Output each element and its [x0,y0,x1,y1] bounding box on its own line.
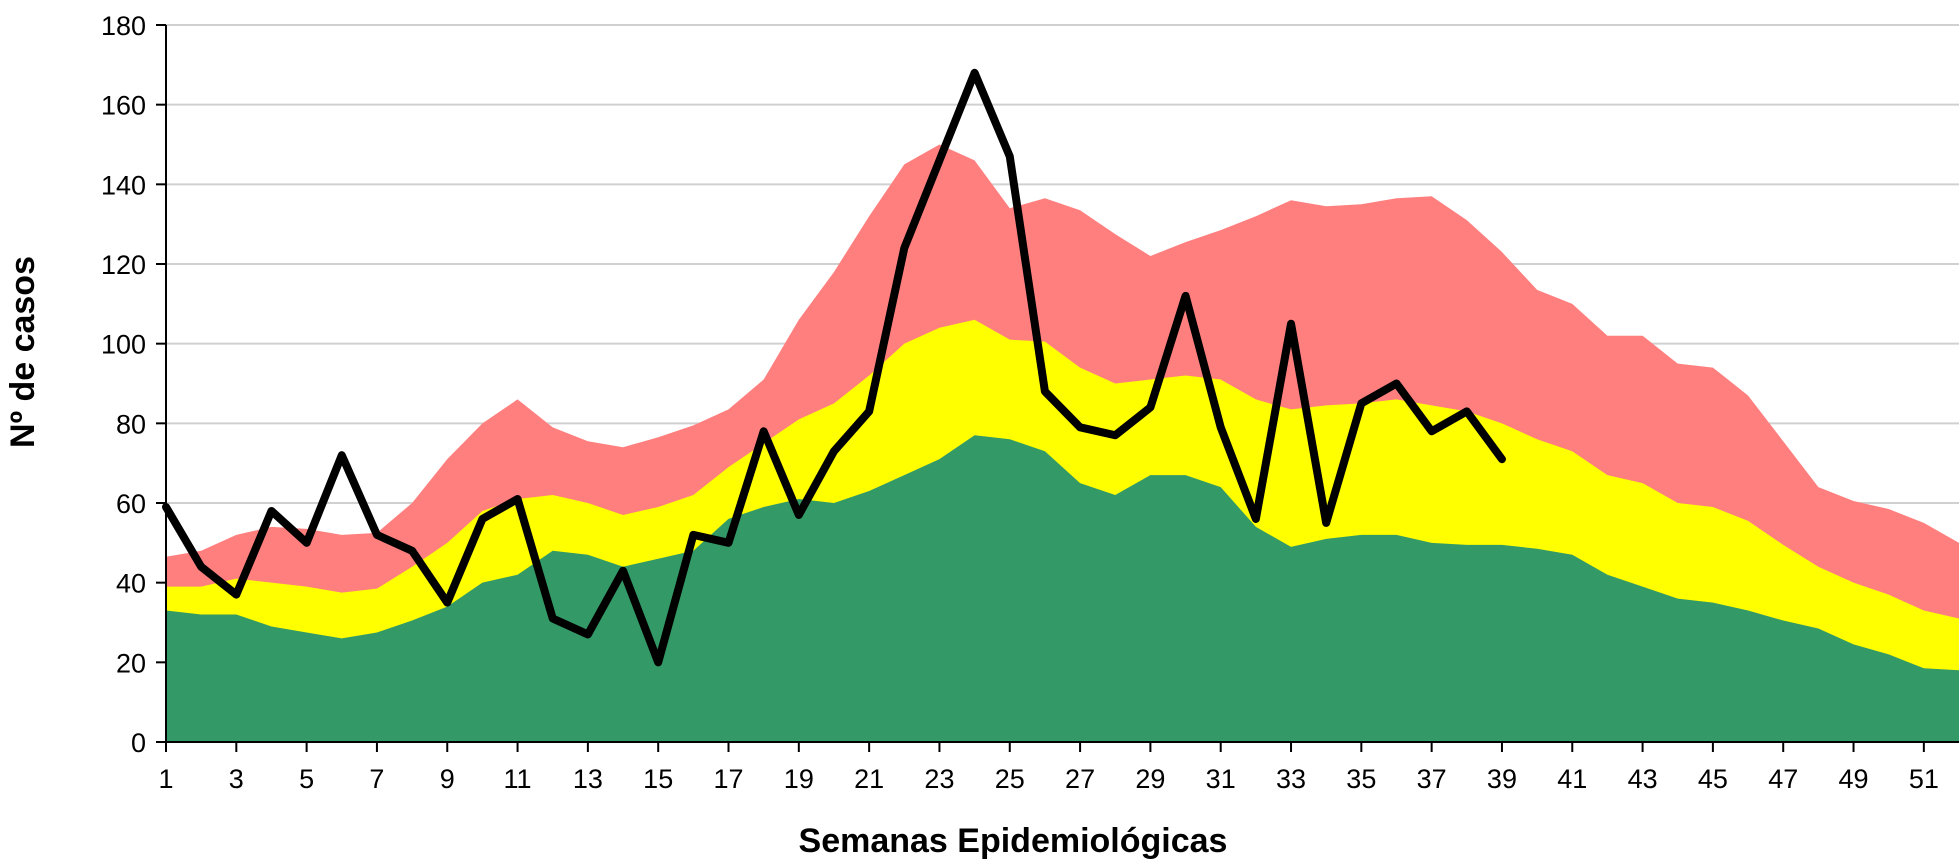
y-tick-label: 0 [131,728,146,758]
x-tick-label: 7 [369,764,384,794]
y-tick-label: 80 [116,409,146,439]
x-tick-label: 3 [229,764,244,794]
x-tick-label: 21 [854,764,884,794]
area [166,435,1959,742]
x-tick-label: 5 [299,764,314,794]
x-tick-label: 49 [1839,764,1869,794]
x-tick-label: 41 [1557,764,1587,794]
x-tick-label: 17 [713,764,743,794]
y-tick-label: 120 [101,250,146,280]
y-tick-label: 160 [101,91,146,121]
x-tick-label: 45 [1698,764,1728,794]
x-tick-label: 9 [440,764,455,794]
x-tick-label: 11 [504,764,532,794]
x-tick-label: 29 [1135,764,1165,794]
line [162,68,1506,667]
x-tick-label: 33 [1276,764,1306,794]
y-axis-title: Nº de casos [4,256,42,448]
x-tick-label: 19 [784,764,814,794]
x-tick-label: 23 [924,764,954,794]
x-tick-label: 37 [1417,764,1447,794]
x-tick-label: 1 [158,764,173,794]
x-tick-label: 31 [1206,764,1236,794]
x-tick-label: 35 [1346,764,1376,794]
y-tick-label: 180 [101,11,146,41]
y-tick-label: 60 [116,489,146,519]
x-tick-label: 27 [1065,764,1095,794]
x-tick-label: 47 [1768,764,1798,794]
x-tick-label: 43 [1628,764,1658,794]
x-axis-title: Semanas Epidemiológicas [799,822,1228,860]
x-tick-label: 13 [573,764,603,794]
x-tick-label: 25 [995,764,1025,794]
x-tick-label: 39 [1487,764,1517,794]
y-tick-label: 20 [116,648,146,678]
y-tick-label: 40 [116,569,146,599]
y-tick-label: 140 [101,170,146,200]
x-tick-label: 15 [643,764,673,794]
y-tick-label: 100 [101,330,146,360]
x-tick-label: 51 [1909,764,1939,794]
